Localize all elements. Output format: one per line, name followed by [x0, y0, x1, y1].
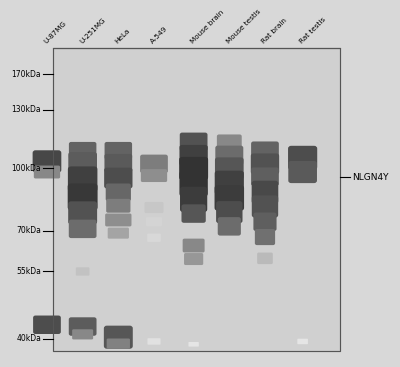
Text: Mouse testis: Mouse testis [225, 8, 262, 45]
Text: A-549: A-549 [150, 25, 169, 45]
FancyBboxPatch shape [254, 212, 276, 231]
FancyBboxPatch shape [33, 316, 61, 334]
FancyBboxPatch shape [251, 141, 279, 160]
FancyBboxPatch shape [215, 157, 244, 179]
FancyBboxPatch shape [179, 157, 208, 180]
FancyBboxPatch shape [180, 132, 208, 151]
FancyBboxPatch shape [34, 166, 60, 178]
FancyBboxPatch shape [257, 252, 273, 264]
FancyBboxPatch shape [106, 184, 131, 201]
Text: Rat testis: Rat testis [298, 17, 327, 45]
FancyBboxPatch shape [108, 228, 129, 239]
FancyBboxPatch shape [288, 146, 317, 170]
FancyBboxPatch shape [107, 338, 130, 349]
FancyBboxPatch shape [216, 201, 242, 223]
FancyBboxPatch shape [148, 338, 160, 345]
FancyBboxPatch shape [180, 187, 207, 212]
FancyBboxPatch shape [147, 233, 161, 242]
FancyBboxPatch shape [33, 150, 61, 172]
FancyBboxPatch shape [68, 184, 98, 210]
FancyBboxPatch shape [215, 171, 244, 195]
FancyBboxPatch shape [68, 166, 98, 192]
FancyBboxPatch shape [184, 253, 203, 265]
FancyBboxPatch shape [188, 342, 199, 346]
FancyBboxPatch shape [104, 326, 133, 349]
FancyBboxPatch shape [69, 317, 96, 336]
FancyBboxPatch shape [251, 167, 279, 186]
FancyBboxPatch shape [218, 217, 241, 236]
FancyBboxPatch shape [252, 195, 278, 218]
FancyBboxPatch shape [141, 169, 167, 182]
FancyBboxPatch shape [106, 199, 130, 213]
FancyBboxPatch shape [104, 142, 132, 160]
Text: U-251MG: U-251MG [78, 17, 106, 45]
FancyBboxPatch shape [288, 161, 317, 183]
Text: NLGN4Y: NLGN4Y [352, 173, 389, 182]
Text: HeLa: HeLa [114, 28, 131, 45]
FancyBboxPatch shape [182, 204, 206, 223]
FancyBboxPatch shape [68, 152, 97, 174]
FancyBboxPatch shape [215, 146, 243, 165]
Text: 100kDa: 100kDa [12, 164, 41, 173]
Text: 130kDa: 130kDa [12, 105, 41, 115]
FancyBboxPatch shape [297, 339, 308, 344]
FancyBboxPatch shape [69, 219, 96, 238]
FancyBboxPatch shape [104, 168, 132, 188]
Text: U-87MG: U-87MG [43, 20, 68, 45]
Text: 170kDa: 170kDa [12, 70, 41, 79]
FancyBboxPatch shape [72, 329, 93, 339]
FancyBboxPatch shape [140, 155, 168, 173]
FancyBboxPatch shape [144, 202, 164, 213]
FancyBboxPatch shape [53, 48, 340, 351]
Text: 40kDa: 40kDa [16, 334, 41, 344]
FancyBboxPatch shape [146, 217, 162, 226]
Text: Rat brain: Rat brain [261, 17, 288, 45]
FancyBboxPatch shape [217, 134, 242, 150]
FancyBboxPatch shape [76, 267, 90, 276]
FancyBboxPatch shape [214, 185, 244, 211]
FancyBboxPatch shape [180, 145, 208, 166]
Text: 70kDa: 70kDa [16, 226, 41, 235]
Text: Mouse brain: Mouse brain [189, 9, 225, 45]
FancyBboxPatch shape [252, 181, 278, 204]
Text: 55kDa: 55kDa [16, 267, 41, 276]
FancyBboxPatch shape [183, 239, 205, 252]
FancyBboxPatch shape [105, 214, 132, 226]
FancyBboxPatch shape [251, 153, 279, 174]
FancyBboxPatch shape [68, 201, 97, 224]
FancyBboxPatch shape [255, 229, 275, 245]
FancyBboxPatch shape [180, 171, 208, 196]
FancyBboxPatch shape [69, 142, 96, 160]
FancyBboxPatch shape [104, 154, 132, 172]
